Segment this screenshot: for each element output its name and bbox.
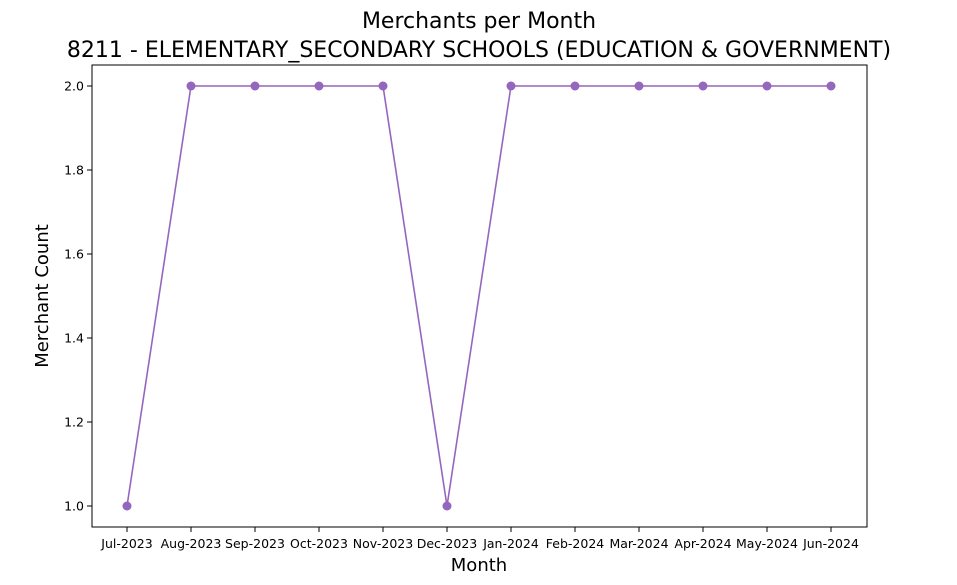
y-tick-label: 1.2 [64,415,84,430]
chart-subtitle: 8211 - ELEMENTARY_SECONDARY SCHOOLS (EDU… [67,38,891,63]
x-tick-label: Mar-2024 [609,536,668,551]
x-tick-label: Aug-2023 [161,536,222,551]
y-tick-label: 2.0 [64,79,84,94]
y-tick-label: 1.0 [64,499,84,514]
x-tick-label: Oct-2023 [290,536,348,551]
x-axis: Jul-2023 Aug-2023 Sep-2023 Oct-2023 Nov-2023… [100,527,859,551]
y-axis-label: Merchant Count [32,224,53,368]
x-tick-label: Jan-2024 [482,536,539,551]
data-point [698,81,708,91]
y-tick-label: 1.8 [64,163,84,178]
x-tick-label: Sep-2023 [225,536,285,551]
series-line [126,85,831,507]
x-tick-label: Jul-2023 [100,536,152,551]
data-point [762,81,772,91]
data-point [186,81,196,91]
x-tick-label: Apr-2024 [674,536,731,551]
data-point [250,81,260,91]
x-tick-label: Nov-2023 [353,536,413,551]
y-tick-label: 1.6 [64,247,84,262]
x-axis-label: Month [451,555,507,576]
data-point [122,501,132,511]
series-layer [122,81,836,511]
data-point [826,81,836,91]
data-point [314,81,324,91]
data-point [442,501,452,511]
chart-title: Merchants per Month [362,9,596,34]
data-point [378,81,388,91]
y-tick-label: 1.4 [64,331,84,346]
data-point [570,81,580,91]
data-point [506,81,516,91]
x-tick-label: Dec-2023 [417,536,478,551]
x-tick-label: Jun-2024 [802,536,859,551]
y-axis: 1.0 1.2 1.4 1.6 1.8 2.0 [64,79,92,514]
x-tick-label: Feb-2024 [546,536,605,551]
data-point [634,81,644,91]
x-tick-label: May-2024 [736,536,798,551]
